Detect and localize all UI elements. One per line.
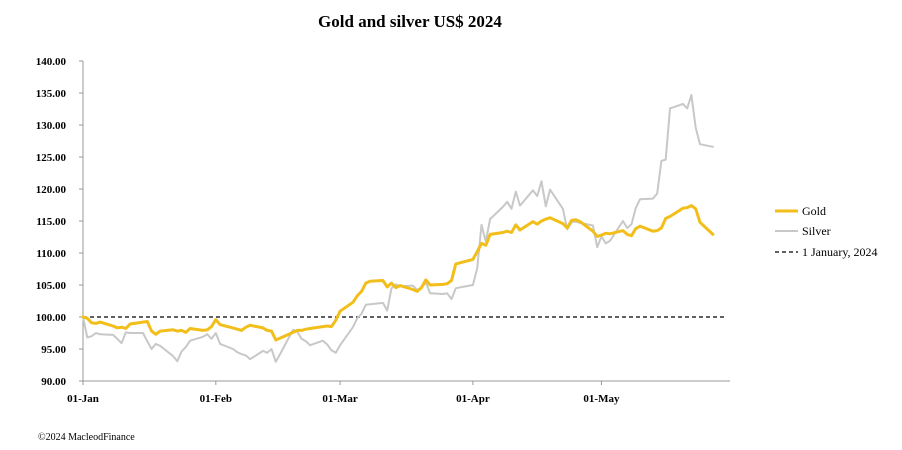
x-tick-label: 01-Mar xyxy=(322,393,358,405)
y-tick-label: 95.00 xyxy=(41,344,66,356)
series-line-gold xyxy=(81,204,715,342)
legend-label-gold: Gold xyxy=(802,204,826,218)
y-tick-label: 120.00 xyxy=(36,184,67,196)
y-tick-label: 110.00 xyxy=(36,248,66,260)
y-tick-label: 140.00 xyxy=(36,56,67,68)
y-tick-label: 90.00 xyxy=(41,376,66,388)
x-tick-label: 01-Jan xyxy=(67,393,99,405)
chart-title: Gold and silver US$ 2024 xyxy=(318,12,502,31)
x-tick-label: 01-Feb xyxy=(200,393,232,405)
series-group xyxy=(81,93,715,363)
y-tick-label: 100.00 xyxy=(36,312,67,324)
legend-label-silver: Silver xyxy=(802,224,831,238)
y-axis: 90.00 95.00 100.00 105.00 110.00 115.00 120.00… xyxy=(36,56,84,388)
x-tick-label: 01-May xyxy=(583,393,620,405)
legend: Gold Silver 1 January, 2024 xyxy=(775,204,878,259)
series-line-silver xyxy=(82,93,714,363)
y-tick-label: 135.00 xyxy=(36,88,67,100)
y-tick-label: 115.00 xyxy=(36,216,66,228)
y-tick-label: 130.00 xyxy=(36,120,67,132)
copyright-text: ©2024 MacleodFinance xyxy=(38,432,135,443)
y-tick-label: 125.00 xyxy=(36,152,67,164)
x-tick-label: 01-Apr xyxy=(456,393,490,405)
legend-label-reference: 1 January, 2024 xyxy=(802,245,878,259)
y-tick-label: 105.00 xyxy=(36,280,67,292)
x-axis: 01-Jan 01-Feb 01-Mar 01-Apr 01-May xyxy=(67,380,730,405)
